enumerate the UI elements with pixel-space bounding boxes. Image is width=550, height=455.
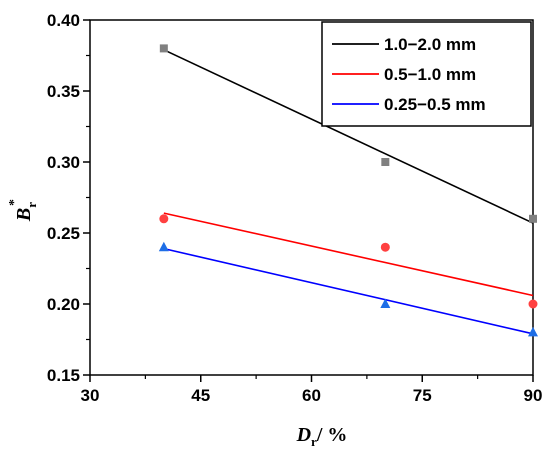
data-point-s1-p0: [159, 214, 169, 224]
data-point-s1-p1: [380, 242, 390, 252]
legend: 1.0−2.0 mm 0.5−1.0 mm 0.25−0.5 mm: [321, 21, 532, 127]
x-tick-label-3: 75: [413, 386, 432, 405]
x-tick-label-1: 45: [191, 386, 210, 405]
fit-line-2: [163, 247, 534, 335]
legend-label-2: 0.25−0.5 mm: [384, 95, 486, 114]
data-point-s0-p1: [381, 158, 390, 166]
x-axis-subscript: r: [311, 434, 317, 449]
y-axis-symbol: B: [13, 208, 35, 222]
x-axis-unit: / %: [316, 424, 348, 446]
y-tick-label-1: 0.20: [47, 295, 80, 314]
fit-lines: [163, 49, 534, 335]
x-tick-label-0: 30: [81, 386, 100, 405]
data-point-s0-p2: [529, 214, 537, 223]
y-tick-label-4: 0.35: [47, 82, 80, 101]
legend-label-1: 0.5−1.0 mm: [384, 65, 476, 84]
y-axis-subscript: r: [24, 202, 39, 208]
y-tick-label-2: 0.25: [47, 224, 80, 243]
legend-label-0: 1.0−2.0 mm: [384, 35, 476, 54]
y-tick-label-3: 0.30: [47, 153, 80, 172]
fit-line-1: [163, 212, 534, 297]
data-point-s2-p1: [380, 298, 391, 308]
x-tick-label-4: 90: [524, 386, 543, 405]
y-tick-label-0: 0.15: [47, 366, 80, 385]
y-tick-label-5: 0.40: [47, 11, 80, 30]
data-point-s2-p0: [158, 241, 169, 252]
data-markers: [158, 44, 538, 337]
x-axis-symbol: D: [296, 424, 311, 446]
x-axis-title: Dr/ %: [296, 424, 348, 449]
data-point-s0-p0: [159, 44, 168, 53]
data-point-s2-p2: [528, 326, 538, 337]
x-tick-label-2: 60: [302, 386, 321, 405]
y-axis-superscript: *: [7, 199, 22, 206]
data-point-s1-p2: [528, 299, 538, 309]
y-axis-title: Br*: [7, 199, 39, 222]
axes: 30 45 60 75 90 0.15 0.20 0.25 0.30 0.35 0.40: [47, 11, 543, 405]
fit-line-0: [163, 49, 534, 224]
